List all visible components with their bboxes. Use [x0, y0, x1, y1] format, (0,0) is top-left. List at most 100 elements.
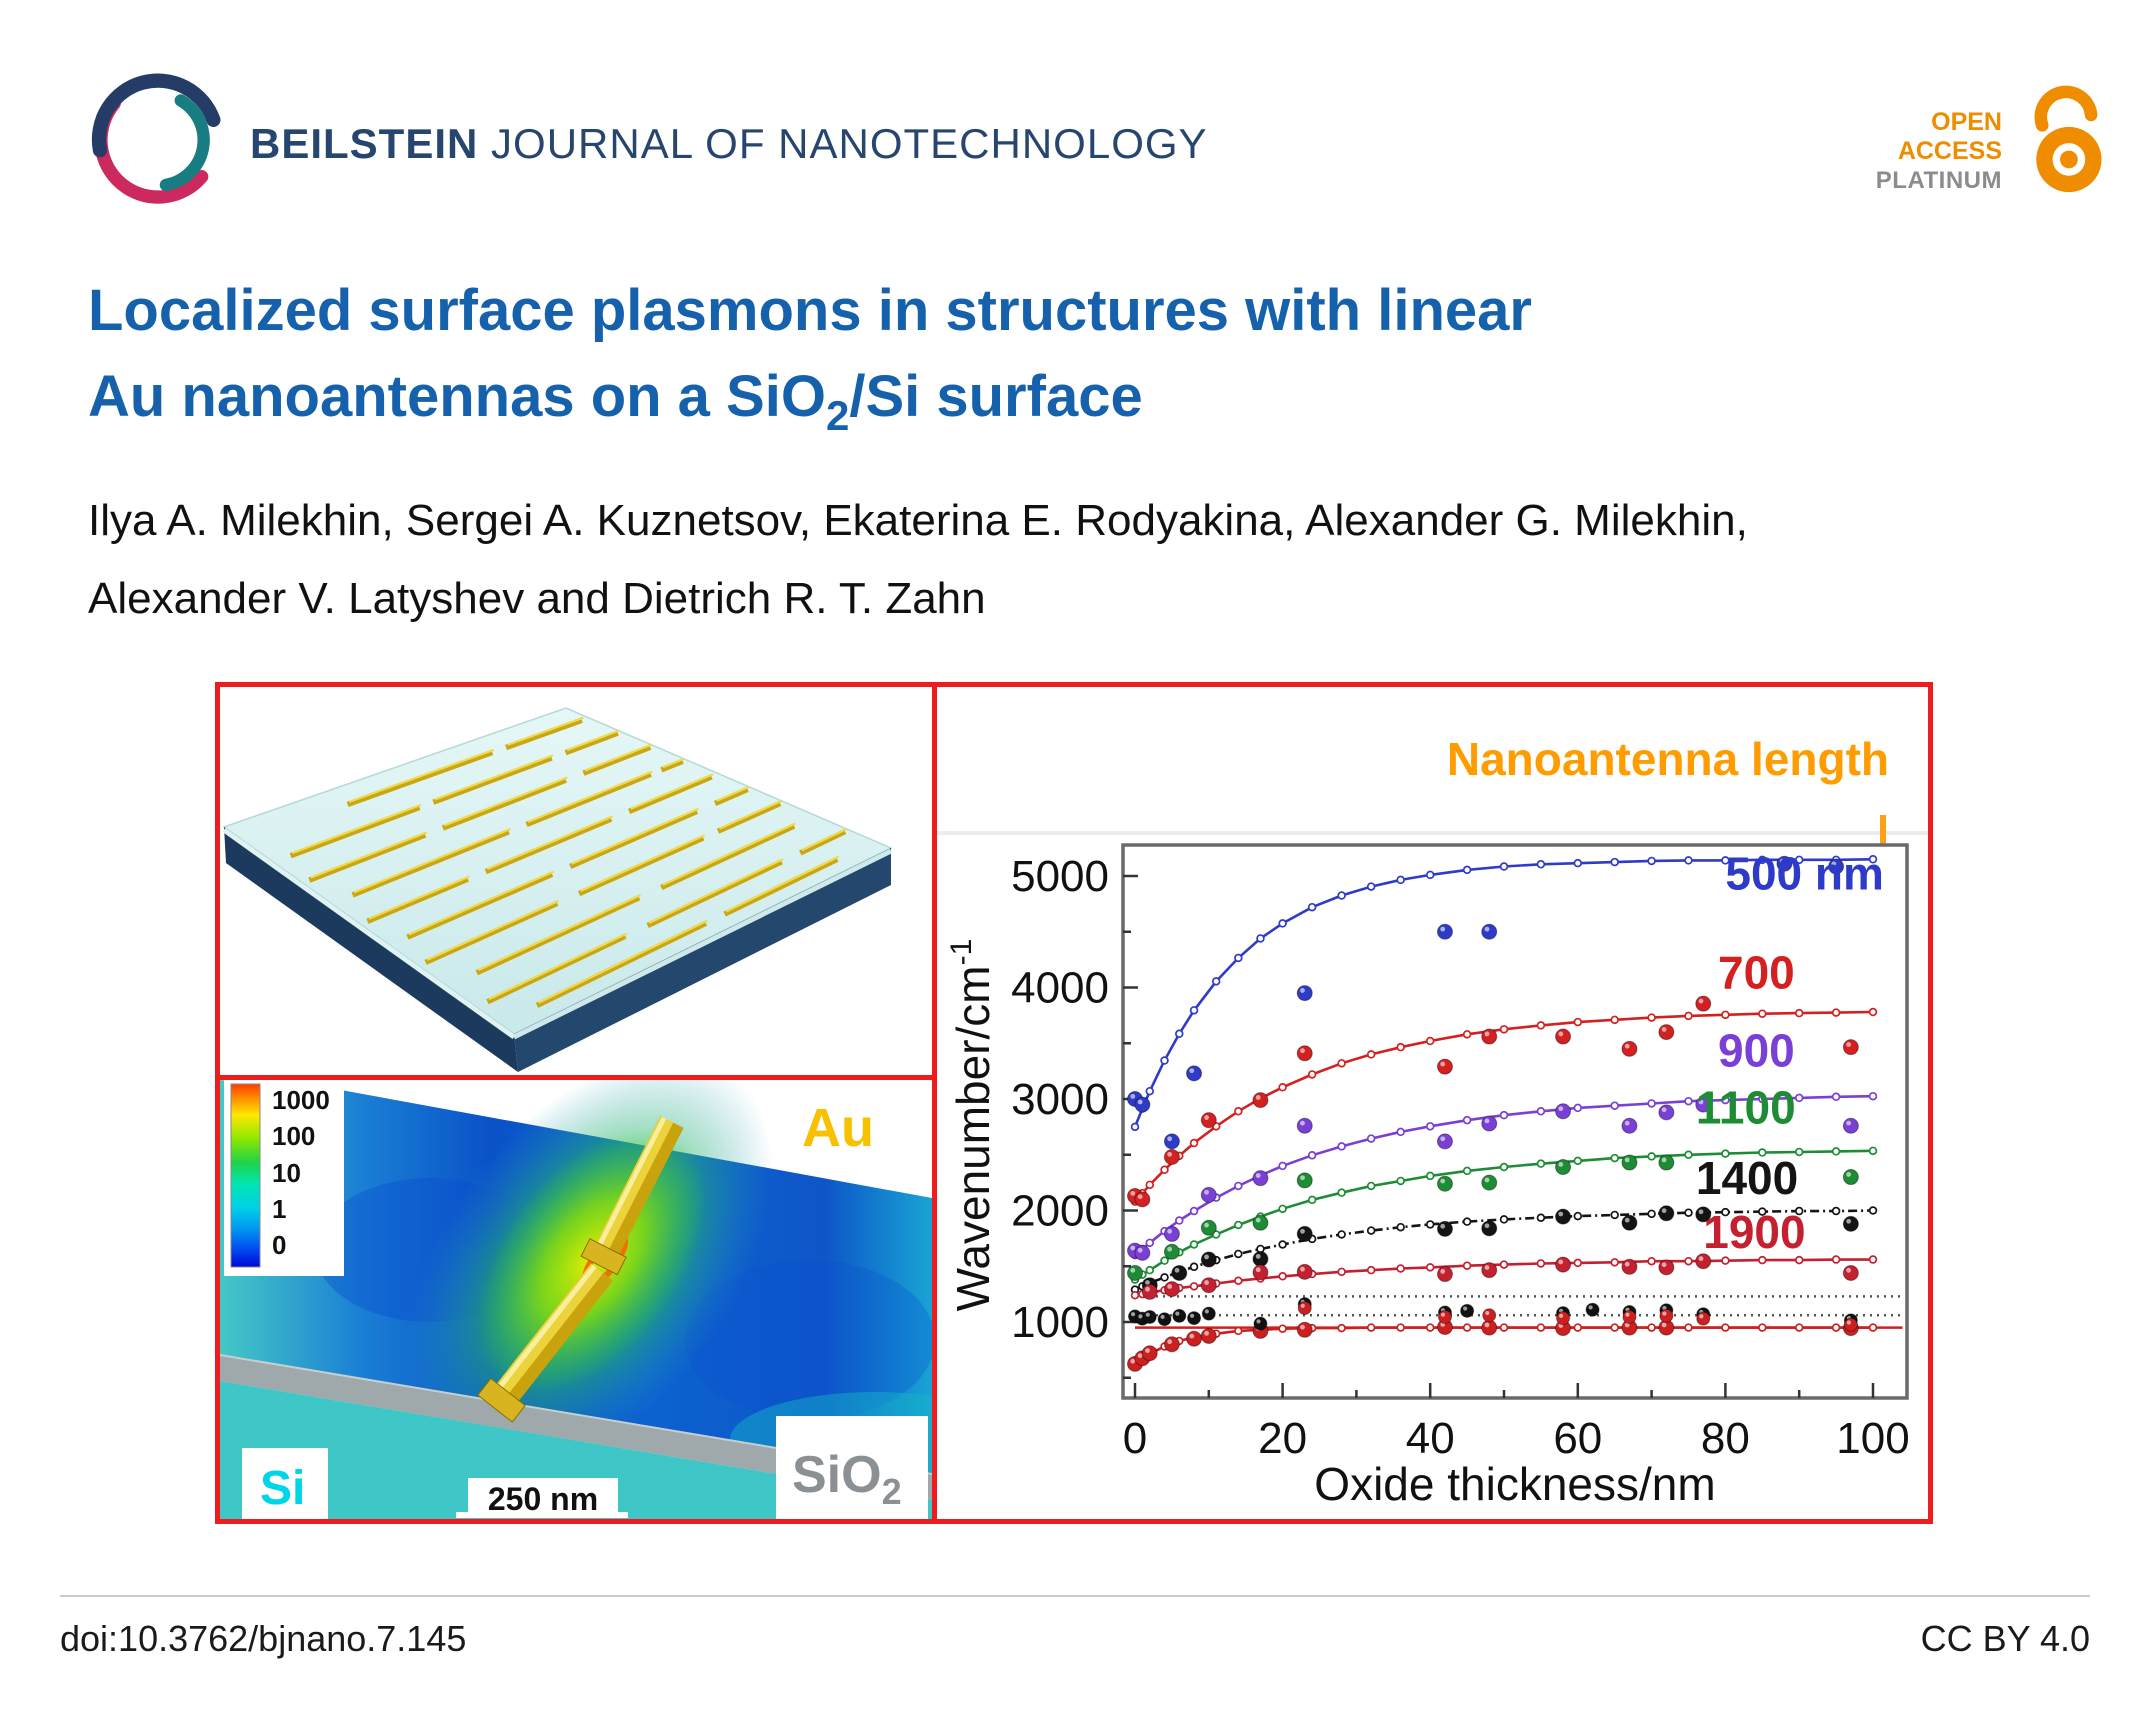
fit-marker [1499, 1323, 1509, 1332]
fit-marker [1307, 1195, 1317, 1205]
data-point-gloss [1130, 1267, 1136, 1273]
data-point-gloss [1662, 1311, 1667, 1316]
axis-ticks [1123, 874, 1875, 1398]
series-1100: 1100 [1127, 1082, 1878, 1284]
fit-marker [1868, 1007, 1878, 1017]
data-point [1481, 1174, 1498, 1191]
fit-marker [1684, 1096, 1693, 1106]
si-substrate [220, 1381, 932, 1519]
data-point [1171, 1264, 1188, 1281]
fit-marker [1794, 855, 1804, 865]
series-900: 900 [1127, 1025, 1878, 1261]
x-tick-labels: 0 20 40 60 80 100 [1123, 1414, 1910, 1463]
fit-marker [1425, 1171, 1435, 1181]
fit-marker [1130, 1290, 1140, 1300]
data-point-gloss [1300, 1120, 1305, 1126]
slab-thin-layer-edge [222, 827, 516, 1040]
series-label: 900 [1718, 1025, 1795, 1077]
fit-marker [1573, 1017, 1583, 1027]
fit-marker [1278, 1204, 1287, 1214]
data-point [1186, 1330, 1203, 1347]
fit-marker [1234, 1276, 1243, 1285]
data-point-gloss [1145, 1312, 1150, 1317]
data-point [1658, 1154, 1675, 1171]
fit-marker [1189, 1138, 1199, 1148]
fit-marker [1278, 1240, 1287, 1249]
fit-marker [1189, 1282, 1199, 1291]
fit-marker [1758, 1094, 1767, 1104]
data-point [1134, 1096, 1151, 1113]
fit-marker [1278, 1083, 1287, 1092]
fit-marker [1536, 1159, 1546, 1168]
data-point-gloss [1624, 1261, 1630, 1267]
gold-bar-highlight [801, 827, 847, 852]
gold-bar-highlight [426, 899, 560, 961]
data-point-gloss [1167, 1339, 1173, 1345]
data-point-gloss [1255, 1217, 1261, 1223]
data-point [1163, 1281, 1180, 1298]
data-point [1658, 1205, 1675, 1222]
data-point-gloss [1559, 1313, 1564, 1318]
au-label: Au [802, 1098, 874, 1158]
data-point-gloss [1300, 1228, 1305, 1234]
data-point-gloss [1167, 1136, 1173, 1142]
data-point [1172, 1308, 1187, 1323]
gold-bar [646, 859, 783, 929]
fit-marker [1868, 1206, 1878, 1215]
fit-marker [1396, 1127, 1405, 1137]
fit-marker [1647, 1013, 1656, 1022]
data-point [1157, 1312, 1172, 1327]
fit-marker [1366, 1134, 1376, 1143]
fit-marker [1307, 1151, 1317, 1160]
gold-bar [289, 804, 421, 859]
fit-marker [1499, 1025, 1509, 1034]
data-point-gloss [1204, 1254, 1209, 1260]
svg-text:3000: 3000 [1011, 1075, 1109, 1124]
data-point [1436, 1058, 1453, 1075]
data-point [1296, 985, 1313, 1002]
gold-bar [569, 808, 699, 869]
data-point-gloss [1661, 1157, 1667, 1163]
data-point-gloss [1300, 1324, 1305, 1330]
gold-bar [346, 749, 494, 807]
fit-marker [1647, 856, 1656, 866]
open-access-badge: OPEN ACCESS PLATINUM [1876, 108, 2002, 195]
title-line2-post: /Si surface [849, 364, 1143, 429]
data-point [1659, 1308, 1674, 1323]
journal-name: BEILSTEIN JOURNAL OF NANOTECHNOLOGY [250, 120, 1208, 168]
data-point-gloss [1588, 1305, 1593, 1310]
fit-marker [1278, 1272, 1287, 1281]
gold-bar [713, 786, 749, 807]
data-point-gloss [1300, 1048, 1305, 1054]
fit-marker [1573, 1258, 1583, 1268]
fit-marker [1337, 1188, 1346, 1197]
data-point-gloss [1846, 1042, 1852, 1047]
data-point-gloss [1661, 1262, 1667, 1268]
data-point-gloss [1558, 1161, 1564, 1167]
fit-marker [1130, 1122, 1140, 1132]
fit-marker [1868, 1091, 1878, 1101]
data-point [1141, 1345, 1158, 1362]
data-point-gloss [1831, 861, 1837, 867]
data-point-gloss [1698, 1209, 1704, 1215]
data-point-gloss [1204, 1189, 1209, 1195]
fit-marker [1145, 1238, 1155, 1248]
data-point-gloss [1558, 1211, 1564, 1217]
data-point [1696, 1311, 1711, 1326]
data-point [1585, 1302, 1600, 1317]
data-point-gloss [1190, 1313, 1195, 1318]
data-point [1460, 1303, 1475, 1318]
fit-marker [1160, 1165, 1169, 1175]
gold-bar-highlight [538, 919, 708, 1004]
open-access-line3: PLATINUM [1875, 167, 2002, 194]
fit-marker [1758, 1148, 1767, 1157]
data-point [1141, 1283, 1158, 1300]
data-point-gloss [1130, 1312, 1136, 1317]
series-unlabeled-low-red-curve [1127, 1319, 1878, 1372]
authors-line2: Alexander V. Latyshev and Dietrich R. T.… [88, 574, 986, 623]
data-point-gloss [1661, 1208, 1667, 1214]
fit-marker [1366, 1323, 1376, 1332]
fit-marker [1610, 857, 1619, 867]
colorbar-label: 1 [272, 1194, 286, 1224]
fit-marker [1831, 1147, 1841, 1156]
